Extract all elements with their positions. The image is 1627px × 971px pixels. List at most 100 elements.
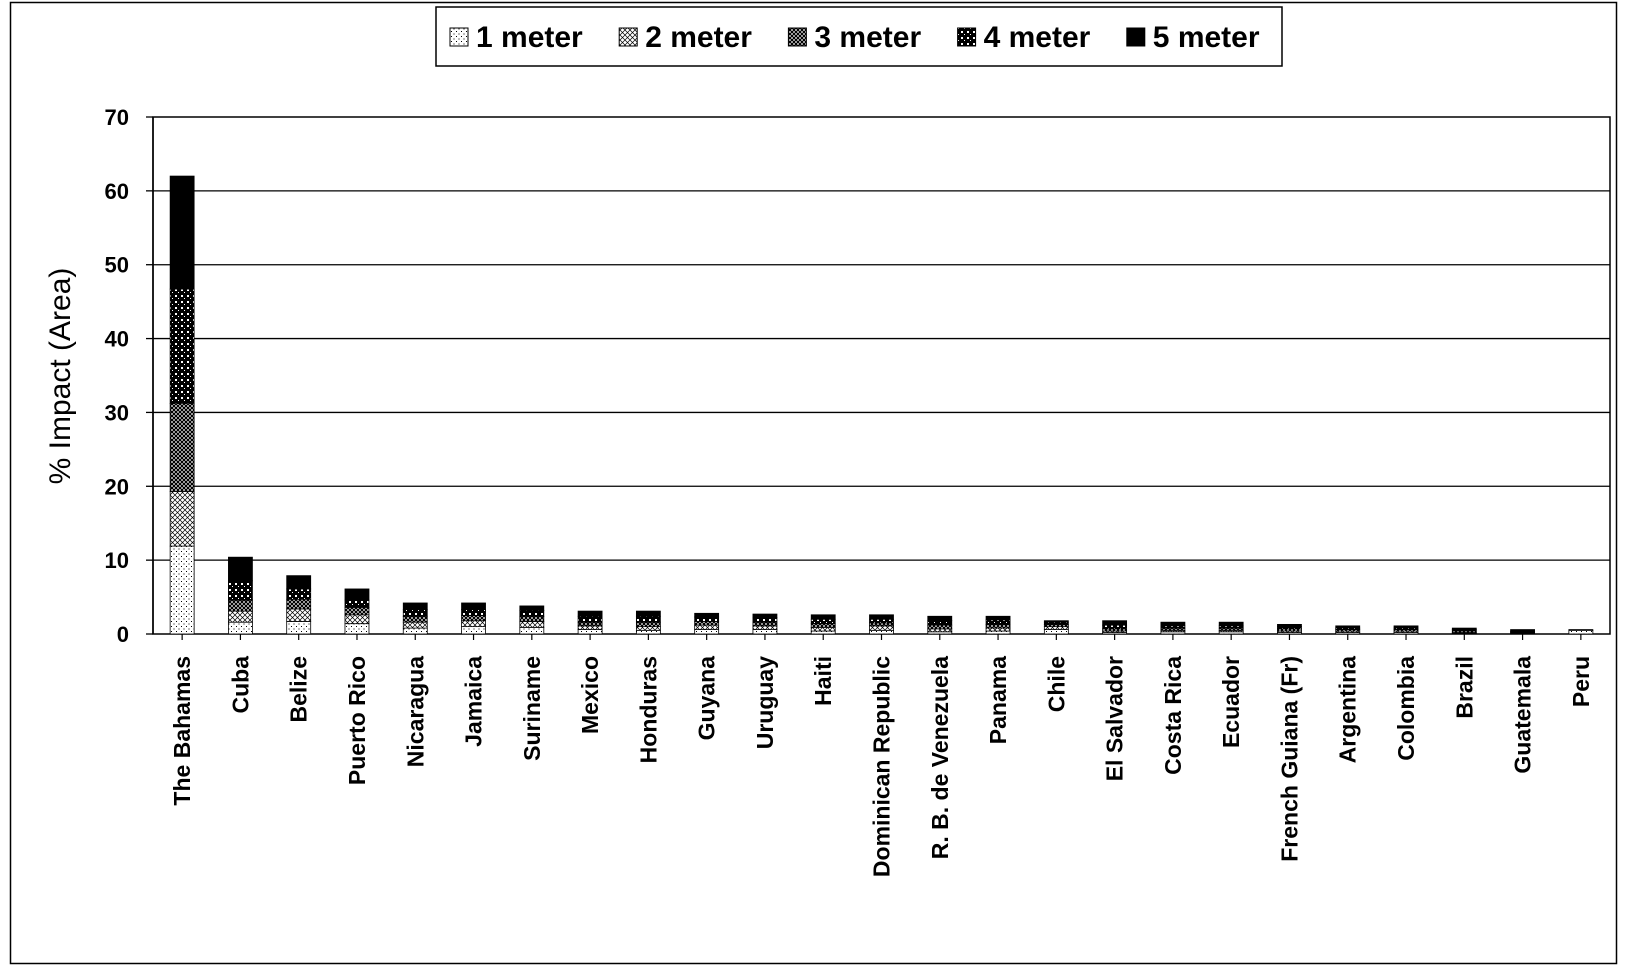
bar-segment-5	[1335, 625, 1361, 629]
legend-label: 4 meter	[984, 21, 1091, 54]
x-tick-label: Belize	[286, 656, 312, 722]
bar-segment-2	[1568, 629, 1594, 631]
bar-segment-1	[1568, 629, 1594, 635]
legend-item: 2 meter	[618, 21, 752, 54]
bar-stack	[461, 602, 486, 635]
bar-stack	[169, 175, 195, 635]
x-tick-label: Mexico	[577, 656, 603, 734]
legend-label: 1 meter	[476, 21, 583, 54]
bar-stack	[927, 615, 953, 635]
x-tick-label: R. B. de Venezuela	[927, 656, 953, 859]
y-tick-label: 10	[105, 548, 129, 573]
x-tick-label: Argentina	[1335, 656, 1361, 764]
bar-stack	[1335, 625, 1361, 635]
x-tick-label: Brazil	[1451, 656, 1477, 719]
bar-segment-1	[694, 629, 720, 635]
bar-segment-3	[461, 615, 486, 622]
bar-stack	[869, 614, 894, 635]
bar-segment-4	[402, 609, 428, 617]
bar-stack	[985, 615, 1011, 635]
bar-segment-5	[1277, 623, 1302, 628]
legend-swatch	[787, 27, 807, 47]
bar-segment-4	[927, 620, 953, 626]
bar-segment-2	[694, 624, 720, 630]
bar-segment-3	[577, 621, 603, 627]
x-tick-label: The Bahamas	[169, 656, 195, 806]
bar-stack	[1568, 629, 1594, 635]
bar-segment-5	[635, 610, 661, 617]
x-tick-label: French Guiana (Fr)	[1276, 656, 1302, 862]
x-tick-label: Guatemala	[1510, 656, 1536, 774]
x-tick-label: Ecuador	[1218, 656, 1244, 748]
legend-swatch	[957, 27, 977, 47]
bar-segment-4	[344, 599, 370, 608]
bar-segment-4	[694, 616, 720, 622]
bar-segment-3	[228, 599, 253, 612]
bar-stack	[1393, 625, 1419, 635]
x-tick-label: Honduras	[635, 656, 661, 763]
x-tick-label: Suriname	[519, 656, 545, 761]
x-tick-label: Nicaragua	[402, 656, 428, 767]
y-axis-label: % Impact (Area)	[44, 268, 77, 485]
bar-segment-4	[635, 615, 661, 623]
bar-segment-5	[752, 613, 778, 619]
bar-segment-5	[577, 610, 603, 617]
plot-area	[152, 116, 1611, 635]
y-tick-label: 50	[105, 253, 129, 278]
x-tick-label: El Salvador	[1102, 656, 1128, 781]
x-tick-label: Panama	[985, 656, 1011, 744]
x-tick-label: Haiti	[810, 656, 836, 706]
bar-segment-5	[228, 556, 253, 582]
bar-segment-5	[1043, 620, 1069, 623]
bar-segment-1	[286, 621, 312, 635]
bar-segment-1	[577, 629, 603, 635]
bar-stack	[810, 614, 836, 635]
legend-swatch	[1126, 27, 1146, 47]
legend-label: 2 meter	[645, 21, 752, 54]
bar-segment-5	[286, 575, 312, 590]
x-tick-label: Dominican Republic	[869, 656, 895, 877]
bar-segment-5	[1451, 627, 1477, 630]
bar-segment-4	[286, 588, 312, 600]
bar-segment-2	[402, 621, 428, 629]
bar-segment-1	[635, 629, 661, 635]
bar-stack	[228, 556, 253, 635]
y-tick-label: 70	[105, 105, 129, 130]
y-axis: 0 10 20 30 40 50 60 70	[105, 105, 154, 647]
bar-stack	[286, 575, 312, 635]
bar-segment-4	[985, 619, 1011, 625]
bar-segment-2	[752, 625, 778, 630]
bar-segment-5	[461, 602, 486, 611]
bar-segment-4	[810, 618, 836, 625]
bar-segment-3	[635, 621, 661, 628]
bar-segment-2	[461, 620, 486, 628]
bar-segment-4	[461, 609, 486, 616]
bar-segment-3	[869, 622, 894, 627]
bar-segment-3	[985, 623, 1011, 629]
bar-segment-4	[752, 617, 778, 623]
y-tick-label: 20	[105, 474, 129, 499]
bar-segment-5	[985, 615, 1011, 621]
bar-segment-5	[1160, 621, 1186, 627]
bar-stack	[1277, 623, 1302, 635]
bar-segment-1	[1043, 629, 1069, 635]
x-tick-label: Peru	[1568, 656, 1594, 707]
bar-segment-3	[169, 403, 195, 492]
bar-segment-2	[635, 626, 661, 631]
bar-segment-4	[577, 615, 603, 623]
bar-segment-2	[1043, 626, 1069, 630]
bar-segment-4	[1102, 624, 1128, 630]
x-tick-label: Colombia	[1393, 656, 1419, 761]
bar-stack	[344, 588, 370, 635]
plot-background	[152, 116, 1611, 635]
bar-segment-5	[344, 588, 370, 601]
legend-item: 4 meter	[957, 21, 1091, 54]
bar-stack	[1102, 620, 1128, 635]
bar-stack	[577, 610, 603, 635]
legend-item: 1 meter	[449, 21, 583, 54]
bar-segment-3	[694, 621, 720, 626]
x-axis: The Bahamas Cuba Belize Puerto Rico Nicaragu…	[169, 634, 1594, 877]
bar-segment-2	[344, 614, 370, 625]
bar-segment-5	[519, 605, 545, 611]
